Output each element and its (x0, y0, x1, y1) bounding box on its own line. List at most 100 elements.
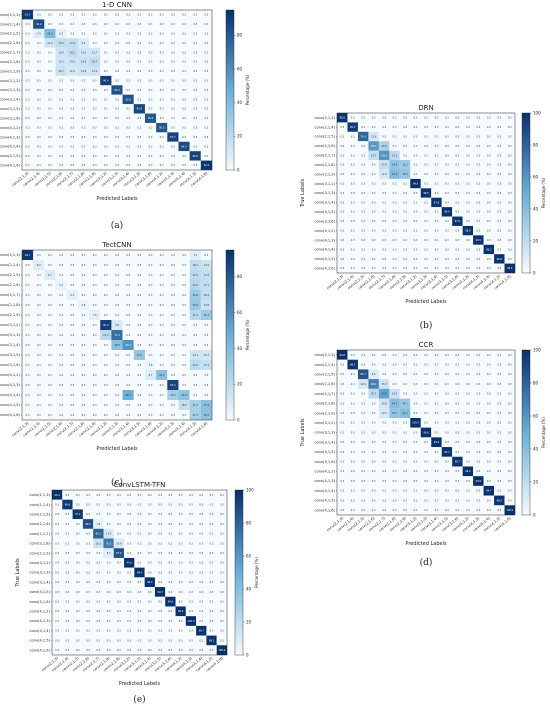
cell-value-label: 0.3 (435, 267, 439, 270)
heatmap-cell (133, 122, 145, 133)
cell-value-label: 0.3 (93, 108, 97, 111)
cell-value-label: 0.3 (55, 649, 59, 652)
cell-value-label: 0.3 (82, 364, 86, 367)
cell-value-label: 0.3 (182, 294, 186, 297)
cell-value-label: 0.3 (340, 509, 344, 512)
cell-value-label: 0.3 (138, 639, 142, 642)
heatmap-cell (144, 280, 157, 291)
cell-value-label: 0.3 (205, 89, 209, 92)
cell-value-label: 0.3 (82, 374, 86, 377)
cell-value-label: 0.3 (189, 601, 193, 604)
heatmap-cell (189, 350, 201, 361)
cell-value-label: 0.3 (340, 412, 344, 415)
cell-value-label: 0.3 (76, 591, 80, 594)
cell-value-label: 0.3 (220, 591, 224, 594)
heatmap-cell (100, 113, 112, 123)
x-axis-label: Predicted Labels (96, 446, 138, 452)
cell-value-label: 60.2 (381, 154, 387, 157)
heatmap-cell (200, 104, 213, 114)
cell-value-label: 0.3 (168, 620, 172, 623)
cell-value-label: 0.3 (138, 601, 142, 604)
cell-value-label: 0.3 (126, 354, 130, 357)
cell-value-label: 0.3 (424, 509, 428, 512)
cell-value-label: 99.6 (507, 267, 513, 270)
heatmap-cell (89, 10, 101, 20)
heatmap-cell (22, 151, 34, 161)
cell-value-label: 0.3 (361, 220, 365, 223)
cell-value-label: 0.3 (86, 639, 90, 642)
cell-value-label: 0.3 (59, 89, 63, 92)
cell-value-label: 0.3 (137, 364, 141, 367)
heatmap-cell (44, 280, 56, 291)
cell-value-label: 100.0 (506, 509, 513, 512)
cell-value-label: 0.3 (171, 32, 175, 35)
cell-value-label: 0.3 (340, 499, 344, 502)
cell-value-label: 0.3 (445, 258, 449, 261)
heatmap-cell (399, 398, 411, 409)
cell-value-label: 0.3 (382, 431, 386, 434)
heatmap-cell (462, 369, 474, 380)
heatmap-cell (178, 390, 190, 401)
heatmap-cell (337, 417, 348, 428)
heatmap-cell (111, 330, 123, 341)
y-tick-label: conv(2,1,5) (314, 135, 335, 139)
cell-value-label: 0.3 (66, 610, 70, 613)
heatmap-cell (483, 131, 495, 142)
cell-value-label: 0.3 (70, 404, 74, 407)
cell-value-label: 0.3 (361, 145, 365, 148)
cell-value-label: 0.3 (171, 314, 175, 317)
cell-value-label: 0.3 (351, 192, 355, 195)
cell-value-label: 0.3 (115, 79, 119, 82)
heatmap-cell (100, 260, 112, 271)
cell-value-label: 0.3 (76, 630, 80, 633)
cell-value-label: 0.3 (445, 499, 449, 502)
cell-value-label: 98.2 (350, 363, 356, 366)
y-tick-label: conv(4,1,2) (314, 470, 335, 474)
heatmap-cell (77, 19, 90, 29)
cell-value-label: 0.3 (171, 155, 175, 158)
heatmap-cell (156, 19, 168, 29)
cell-value-label: 0.3 (160, 264, 164, 267)
heatmap-cell (441, 466, 453, 477)
cell-value-label: 0.3 (179, 562, 183, 565)
cell-value-label: 0.3 (48, 89, 52, 92)
heatmap-cell (462, 417, 474, 428)
cell-value-label: 0.3 (59, 14, 63, 17)
y-tick-label: conv(2,1,6) (0, 41, 21, 45)
heatmap-cell (452, 254, 463, 264)
heatmap-cell (473, 417, 484, 428)
heatmap-cell (483, 437, 495, 448)
heatmap-cell (216, 519, 228, 529)
cell-value-label: 0.3 (508, 383, 512, 386)
heatmap-cell (483, 388, 495, 399)
heatmap-cell (178, 38, 190, 48)
cell-value-label: 0.3 (424, 154, 428, 157)
heatmap-cell (167, 160, 179, 171)
cell-value-label: 7.5 (93, 314, 97, 317)
cell-value-label: 0.3 (497, 192, 501, 195)
cell-value-label: 0.3 (137, 274, 141, 277)
cell-value-label: 0.3 (435, 490, 439, 493)
cell-value-label: 0.3 (340, 126, 344, 129)
heatmap-cell (44, 151, 56, 161)
y-tick-label: conv(2,1,7) (0, 293, 21, 297)
cell-value-label: 0.3 (137, 374, 141, 377)
heatmap-cell (167, 122, 179, 133)
cell-value-label: 80.2 (96, 533, 102, 536)
heatmap-cell (399, 379, 411, 389)
heatmap-cell (504, 244, 516, 255)
cell-value-label: 0.3 (26, 404, 30, 407)
heatmap-cell (504, 456, 516, 467)
heatmap-cell (113, 557, 125, 568)
heatmap-cell (504, 476, 516, 486)
heatmap-cell (44, 300, 56, 311)
cell-value-label: 0.3 (107, 562, 111, 565)
heatmap-cell (178, 310, 190, 321)
cell-value-label: 0.3 (497, 173, 501, 176)
cell-value-label: 0.3 (193, 89, 197, 92)
cell-value-label: 100.0 (218, 649, 225, 652)
heatmap-cell (33, 132, 45, 142)
cell-value-label: 0.3 (508, 422, 512, 425)
cell-value-label: 0.3 (115, 42, 119, 45)
cell-value-label: 0.3 (182, 324, 186, 327)
